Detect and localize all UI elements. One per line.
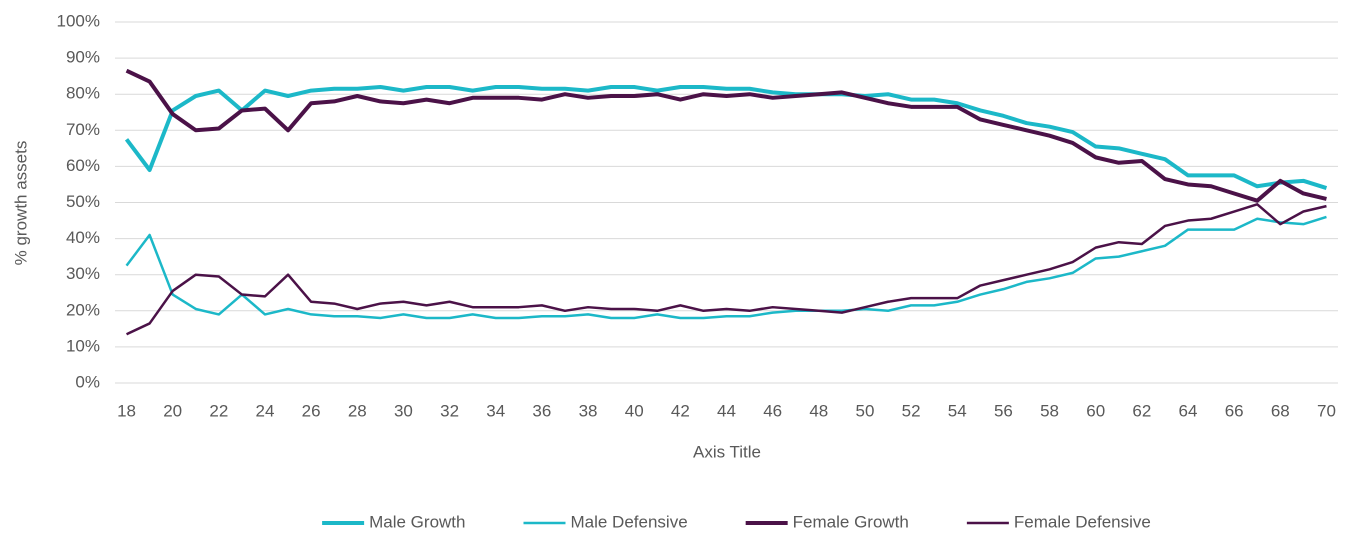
x-tick-label: 50: [855, 401, 874, 420]
y-tick-label: 60%: [66, 156, 100, 175]
x-tick-label: 48: [809, 401, 828, 420]
y-tick-label: 100%: [57, 11, 100, 30]
x-tick-label: 66: [1225, 401, 1244, 420]
y-tick-label: 0%: [75, 372, 100, 391]
legend-label: Male Growth: [369, 512, 465, 531]
x-tick-label: 36: [532, 401, 551, 420]
y-tick-label: 80%: [66, 84, 100, 103]
series-line: [124, 84, 1328, 190]
x-tick-label: 18: [117, 401, 136, 420]
legend-label: Male Defensive: [570, 512, 687, 531]
x-tick-label: 58: [1040, 401, 1059, 420]
y-tick-label: 50%: [66, 192, 100, 211]
x-tick-label: 24: [256, 401, 275, 420]
x-tick-label: 44: [717, 401, 736, 420]
x-tick-label: 62: [1132, 401, 1151, 420]
x-tick-label: 70: [1317, 401, 1336, 420]
x-tick-label: 38: [579, 401, 598, 420]
x-tick-label: 64: [1179, 401, 1198, 420]
x-tick-label: 68: [1271, 401, 1290, 420]
y-tick-label: 20%: [66, 300, 100, 319]
x-tick-label: 54: [948, 401, 967, 420]
x-tick-label: 32: [440, 401, 459, 420]
series-line: [126, 203, 1327, 336]
x-tick-label: 42: [671, 401, 690, 420]
x-tick-label: 40: [625, 401, 644, 420]
x-tick-label: 26: [302, 401, 321, 420]
x-tick-label: 46: [763, 401, 782, 420]
x-tick-label: 34: [486, 401, 505, 420]
series-line: [125, 215, 1327, 320]
y-tick-label: 30%: [66, 264, 100, 283]
series-line: [125, 68, 1327, 203]
x-tick-label: 52: [902, 401, 921, 420]
y-axis-title: % growth assets: [11, 141, 30, 266]
x-tick-label: 56: [994, 401, 1013, 420]
x-tick-label: 20: [163, 401, 182, 420]
x-tick-label: 60: [1086, 401, 1105, 420]
y-tick-label: 10%: [66, 336, 100, 355]
x-tick-label: 28: [348, 401, 367, 420]
x-tick-label: 30: [394, 401, 413, 420]
legend-label: Female Defensive: [1014, 512, 1151, 531]
y-tick-label: 90%: [66, 48, 100, 67]
y-tick-label: 70%: [66, 120, 100, 139]
x-axis-title: Axis Title: [693, 442, 761, 461]
y-tick-label: 40%: [66, 228, 100, 247]
legend-label: Female Growth: [793, 512, 909, 531]
x-tick-label: 22: [209, 401, 228, 420]
